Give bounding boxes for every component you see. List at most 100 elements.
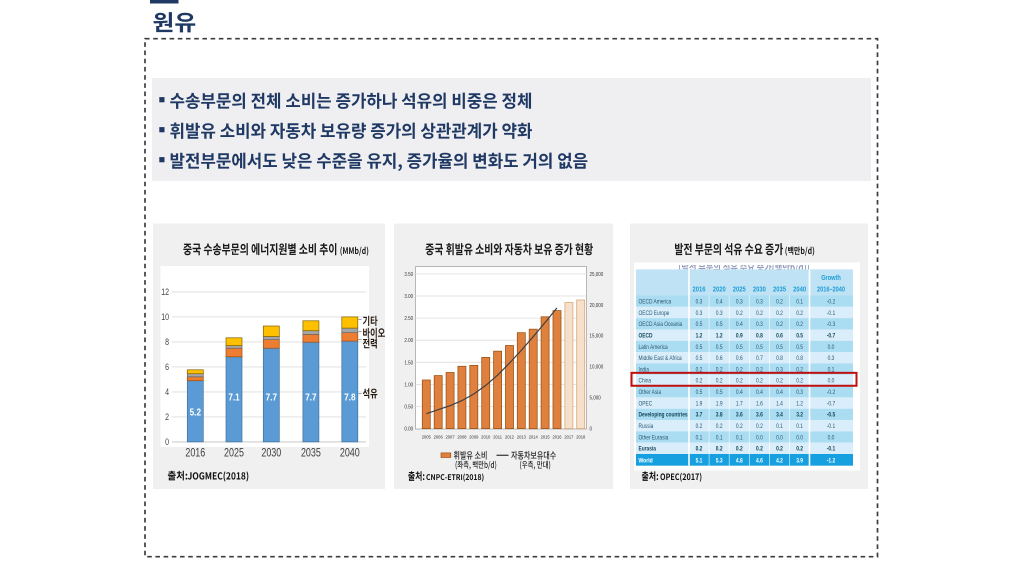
svg-text:2025: 2025 (733, 286, 746, 294)
svg-text:7.1: 7.1 (228, 390, 239, 402)
svg-text:3.50: 3.50 (404, 271, 413, 278)
svg-text:0.2: 0.2 (796, 378, 803, 385)
svg-text:7.7: 7.7 (266, 390, 277, 402)
svg-text:0.2: 0.2 (696, 424, 703, 431)
svg-text:1.00: 1.00 (404, 382, 413, 389)
svg-text:5,000: 5,000 (590, 395, 601, 402)
svg-text:0.2: 0.2 (756, 367, 763, 374)
svg-text:0.2: 0.2 (776, 446, 783, 453)
svg-text:2016–2040: 2016–2040 (817, 286, 845, 294)
svg-text:Russia: Russia (639, 424, 655, 431)
svg-text:0.1: 0.1 (796, 424, 803, 431)
svg-text:0: 0 (165, 437, 169, 447)
svg-text:0.4: 0.4 (736, 322, 743, 329)
svg-text:0.5: 0.5 (736, 344, 743, 351)
svg-text:7.7: 7.7 (305, 390, 316, 402)
svg-text:0.2: 0.2 (736, 367, 743, 374)
svg-text:3.6: 3.6 (756, 412, 763, 419)
svg-text:OECD Asia Oceania: OECD Asia Oceania (639, 322, 684, 329)
svg-text:2020: 2020 (713, 286, 726, 294)
svg-text:2035: 2035 (301, 448, 321, 460)
svg-text:-0.2: -0.2 (827, 299, 835, 306)
svg-text:0.2: 0.2 (736, 378, 743, 385)
svg-text:25,000: 25,000 (590, 271, 604, 278)
svg-text:0.2: 0.2 (756, 310, 763, 317)
svg-text:0.2: 0.2 (736, 310, 743, 317)
svg-text:0.5: 0.5 (716, 390, 723, 397)
svg-text:2006: 2006 (434, 434, 444, 439)
svg-text:2011: 2011 (493, 434, 502, 439)
svg-text:-0.1: -0.1 (827, 310, 835, 317)
svg-text:0.2: 0.2 (696, 367, 703, 374)
svg-text:0.3: 0.3 (716, 310, 723, 317)
svg-text:5.1: 5.1 (696, 458, 703, 465)
svg-text:3.4: 3.4 (776, 412, 784, 419)
svg-text:OECD: OECD (639, 333, 653, 340)
svg-text:OECD America: OECD America (639, 299, 673, 306)
svg-text:0.2: 0.2 (756, 446, 763, 453)
svg-text:7.8: 7.8 (344, 390, 355, 402)
svg-text:0.4: 0.4 (776, 390, 783, 397)
svg-text:0.2: 0.2 (796, 310, 803, 317)
svg-text:20,000: 20,000 (590, 302, 604, 309)
svg-text:3.6: 3.6 (736, 412, 743, 419)
svg-text:2014: 2014 (529, 434, 539, 439)
svg-text:-0.2: -0.2 (827, 390, 835, 397)
svg-text:2035: 2035 (773, 286, 786, 294)
svg-text:0.50: 0.50 (404, 404, 413, 411)
svg-text:0.4: 0.4 (756, 390, 763, 397)
svg-text:0.6: 0.6 (776, 333, 783, 340)
svg-text:0.2: 0.2 (776, 310, 783, 317)
svg-text:0.6: 0.6 (716, 356, 723, 363)
svg-text:Developing countries: Developing countries (639, 412, 688, 419)
svg-text:2016: 2016 (552, 434, 562, 439)
svg-text:2005: 2005 (422, 434, 432, 439)
svg-text:6: 6 (165, 362, 169, 372)
svg-text:1.4: 1.4 (776, 401, 783, 408)
svg-text:1.9: 1.9 (716, 401, 723, 408)
svg-text:0.9: 0.9 (736, 333, 743, 340)
svg-text:0.1: 0.1 (828, 367, 835, 374)
svg-text:2016: 2016 (185, 448, 205, 460)
svg-text:0.2: 0.2 (756, 424, 763, 431)
svg-text:0.5: 0.5 (696, 390, 703, 397)
svg-text:4.2: 4.2 (776, 458, 783, 465)
svg-text:0.1: 0.1 (696, 435, 703, 442)
svg-text:12: 12 (161, 287, 169, 297)
svg-text:2007: 2007 (446, 434, 456, 439)
svg-text:3.8: 3.8 (716, 412, 723, 419)
svg-text:0.0: 0.0 (828, 435, 835, 442)
svg-text:2008: 2008 (457, 434, 467, 439)
svg-text:1.7: 1.7 (736, 401, 743, 408)
svg-text:2016: 2016 (692, 286, 705, 294)
svg-text:0.5: 0.5 (756, 344, 763, 351)
svg-text:3.9: 3.9 (796, 458, 803, 465)
svg-text:0.2: 0.2 (716, 424, 723, 431)
svg-text:1.2: 1.2 (796, 401, 803, 408)
svg-text:1.2: 1.2 (716, 333, 723, 340)
svg-text:0.2: 0.2 (796, 446, 803, 453)
svg-text:0.1: 0.1 (776, 424, 783, 431)
svg-text:0.5: 0.5 (796, 344, 803, 351)
svg-text:2017: 2017 (564, 434, 574, 439)
svg-text:0.8: 0.8 (796, 356, 803, 363)
svg-text:0.8: 0.8 (776, 356, 783, 363)
svg-text:5.3: 5.3 (716, 458, 723, 465)
svg-text:0.2: 0.2 (716, 446, 723, 453)
svg-text:0.2: 0.2 (736, 446, 743, 453)
svg-text:2: 2 (165, 412, 169, 422)
svg-text:10,000: 10,000 (590, 364, 604, 371)
svg-text:-1.2: -1.2 (827, 458, 835, 465)
svg-text:India: India (639, 367, 650, 374)
svg-text:0.0: 0.0 (776, 435, 783, 442)
svg-text:0.5: 0.5 (796, 333, 803, 340)
svg-text:-0.5: -0.5 (827, 412, 835, 419)
svg-text:0.0: 0.0 (756, 435, 763, 442)
svg-text:8: 8 (165, 337, 169, 347)
svg-text:0.5: 0.5 (716, 344, 723, 351)
svg-text:-0.3: -0.3 (827, 322, 835, 329)
svg-text:-0.1: -0.1 (827, 424, 835, 431)
svg-text:0.3: 0.3 (828, 356, 835, 363)
svg-text:2030: 2030 (753, 286, 766, 294)
svg-text:1.6: 1.6 (756, 401, 763, 408)
